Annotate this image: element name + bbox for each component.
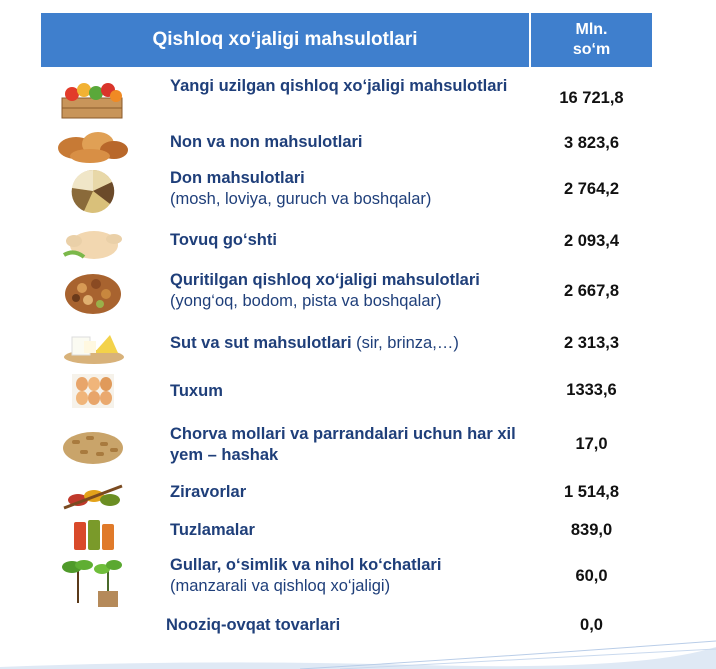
row-label: Sut va sut mahsulotlari (sir, brinza,…) (170, 333, 530, 354)
decorative-wave (0, 640, 716, 669)
table-row: Tuzlamalar 839,0 (0, 518, 716, 550)
table-row: Tovuq go‘shti 2 093,4 (0, 225, 716, 259)
bread-icon (54, 122, 132, 168)
seedlings-icon (54, 555, 132, 609)
header-unit-line1: Mln. (575, 21, 608, 38)
row-label-main: Tuzlamalar (170, 521, 255, 539)
table-row: Quritilgan qishloq xo‘jaligi mahsulotlar… (0, 270, 716, 320)
table-row: Tuxum 1333,6 (0, 371, 716, 411)
row-label-main: Gullar, o‘simlik va nihol ko‘chatlari (170, 556, 442, 574)
row-value: 0,0 (580, 616, 603, 634)
row-label-main: Noozіq-ovqat tovarlari (166, 616, 341, 634)
row-value: 17,0 (575, 435, 608, 453)
row-value: 839,0 (570, 521, 613, 539)
row-label-sub: (manzarali va qishloq xo‘jaligi) (170, 577, 391, 595)
table-row: Don mahsulotlari (mosh, loviya, guruch v… (0, 166, 716, 216)
table-header-unit: Mln. so‘m (531, 13, 652, 67)
row-label-sub: (mosh, loviya, guruch va boshqalar) (170, 190, 432, 208)
table-row: Non va non mahsulotlari 3 823,6 (0, 126, 716, 163)
row-value: 16 721,8 (559, 89, 624, 107)
dairy-icon (54, 323, 132, 369)
row-label-main: Yangi uzilgan qishloq xo‘jaligi mahsulot… (170, 77, 508, 95)
row-label-sub: (yong‘oq, bodom, pista va boshqalar) (170, 292, 442, 310)
feed-pellets-icon (54, 422, 132, 468)
pickles-icon (54, 512, 132, 558)
row-label: Ziravorlar (170, 482, 530, 503)
row-label: Yangi uzilgan qishloq xo‘jaligi mahsulot… (170, 76, 530, 97)
spices-icon (54, 472, 132, 518)
header-title-text: Qishloq xo‘jaligi mahsulotlari (152, 29, 418, 50)
row-label: Non va non mahsulotlari (170, 132, 530, 153)
row-label-main: Tuxum (170, 382, 223, 400)
row-label-main: Don mahsulotlari (170, 169, 305, 187)
row-label: Gullar, o‘simlik va nihol ko‘chatlari (m… (170, 555, 530, 597)
row-label-main: Sut va sut mahsulotlari (170, 334, 352, 352)
table-row: Ziravorlar 1 514,8 (0, 480, 716, 510)
grains-icon (54, 168, 132, 214)
table-row: Gullar, o‘simlik va nihol ko‘chatlari (m… (0, 555, 716, 607)
row-label: Quritilgan qishloq xo‘jaligi mahsulotlar… (170, 270, 530, 312)
header-unit-line2: so‘m (572, 41, 611, 58)
vegetable-crate-icon (54, 76, 132, 122)
table-row: Noozіq-ovqat tovarlari 0,0 (0, 613, 716, 639)
row-label-main: Ziravorlar (170, 483, 247, 501)
row-label-main: Chorva mollari va parrandalari uchun har… (170, 425, 516, 464)
eggs-icon (54, 368, 132, 414)
table-row: Sut va sut mahsulotlari (sir, brinza,…) … (0, 329, 716, 364)
row-value: 60,0 (575, 567, 608, 585)
row-label: Tuzlamalar (170, 520, 530, 541)
row-label: Chorva mollari va parrandalari uchun har… (170, 424, 530, 466)
row-label: Tovuq go‘shti (170, 230, 530, 251)
row-value: 2 764,2 (563, 180, 620, 198)
table-row: Yangi uzilgan qishloq xo‘jaligi mahsulot… (0, 74, 716, 124)
row-value: 1 514,8 (563, 483, 620, 501)
row-value: 2 313,3 (563, 334, 620, 352)
row-value: 2 093,4 (563, 232, 620, 250)
chicken-icon (54, 219, 132, 265)
row-label: Don mahsulotlari (mosh, loviya, guruch v… (170, 168, 530, 210)
row-label-main: Non va non mahsulotlari (170, 133, 363, 151)
table-header-title: Qishloq xo‘jaligi mahsulotlari (41, 13, 529, 67)
row-label-sub: (sir, brinza,…) (351, 334, 459, 352)
row-label: Tuxum (170, 381, 530, 402)
row-value: 2 667,8 (563, 282, 620, 300)
row-label-main: Quritilgan qishloq xo‘jaligi mahsulotlar… (170, 271, 480, 289)
row-value: 1333,6 (566, 381, 617, 399)
table-row: Chorva mollari va parrandalari uchun har… (0, 422, 716, 472)
row-value: 3 823,6 (563, 134, 620, 152)
nuts-icon (54, 270, 132, 316)
row-label: Noozіq-ovqat tovarlari (166, 615, 526, 636)
row-label-main: Tovuq go‘shti (170, 231, 277, 249)
